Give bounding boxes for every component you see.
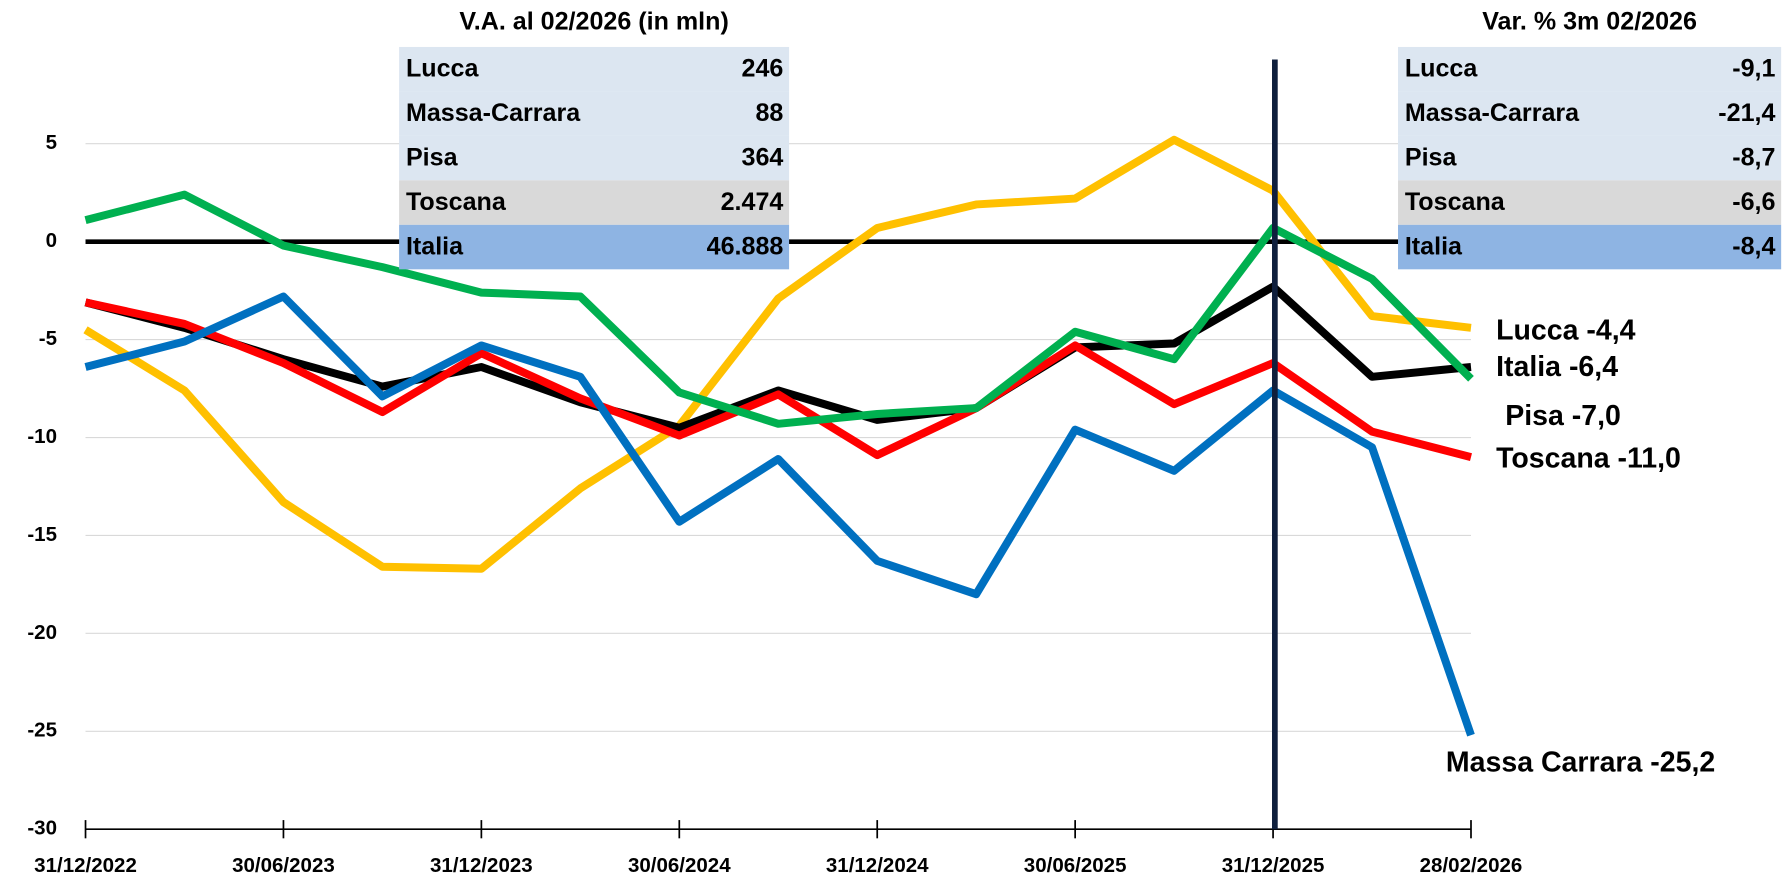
x-tick-label: 30/06/2025 <box>1024 854 1127 877</box>
table-row <box>399 135 790 181</box>
row-value: -6,6 <box>1732 188 1775 216</box>
row-value: 246 <box>742 54 784 82</box>
x-tick-label: 31/12/2025 <box>1222 854 1325 877</box>
table-title: Var. % 3m 02/2026 <box>1482 8 1697 36</box>
row-value: -9,1 <box>1732 54 1775 82</box>
x-tick-label: 30/06/2024 <box>628 854 731 877</box>
x-tick-label: 30/06/2023 <box>232 854 335 877</box>
y-tick-label: -20 <box>27 621 57 644</box>
x-tick-label: 28/02/2026 <box>1420 854 1523 877</box>
table-row <box>399 224 790 270</box>
x-tick-label: 31/12/2024 <box>826 854 929 877</box>
row-name: Toscana <box>406 188 507 216</box>
row-name: Pisa <box>406 143 459 171</box>
end-label: Massa Carrara -25,2 <box>1446 747 1715 779</box>
row-name: Lucca <box>1405 54 1479 82</box>
end-label: Pisa -7,0 <box>1505 400 1621 432</box>
row-name: Toscana <box>1405 188 1506 216</box>
x-tick-label: 31/12/2023 <box>430 854 533 877</box>
row-name: Massa-Carrara <box>406 99 581 127</box>
end-label: Toscana -11,0 <box>1496 442 1681 474</box>
x-tick-label: 31/12/2022 <box>34 854 137 877</box>
row-name: Italia <box>1405 232 1463 260</box>
series-line <box>83 135 1472 573</box>
table-row <box>1398 180 1782 225</box>
y-tick-label: -10 <box>27 425 57 448</box>
row-value: 88 <box>755 99 783 127</box>
row-value: -21,4 <box>1718 99 1775 127</box>
y-tick-label: -15 <box>27 523 57 546</box>
row-value: -8,7 <box>1732 143 1775 171</box>
row-name: Italia <box>406 232 464 260</box>
y-tick-label: 0 <box>46 229 57 252</box>
y-tick-label: -5 <box>39 327 57 350</box>
y-tick-label: -30 <box>27 817 57 840</box>
row-value: 2.474 <box>721 188 784 216</box>
row-name: Massa-Carrara <box>1405 99 1580 127</box>
series-line <box>84 190 1474 428</box>
row-value: 46.888 <box>707 232 784 260</box>
row-name: Lucca <box>406 54 480 82</box>
series-line <box>84 292 1475 737</box>
end-label: Italia -6,4 <box>1496 351 1618 383</box>
end-label: Lucca -4,4 <box>1496 315 1636 347</box>
table-row <box>399 91 790 136</box>
table-row <box>1398 224 1782 270</box>
row-name: Pisa <box>1405 143 1458 171</box>
table-row <box>399 180 790 225</box>
table-row <box>399 46 790 92</box>
table-row <box>1398 91 1782 136</box>
series-line <box>84 298 1472 461</box>
row-value: -8,4 <box>1732 232 1775 260</box>
y-tick-label: -25 <box>27 719 57 742</box>
table-title: V.A. al 02/2026 (in mln) <box>459 8 728 36</box>
table-row <box>1398 46 1782 92</box>
row-value: 364 <box>742 143 784 171</box>
table-row <box>1398 135 1782 181</box>
y-tick-label: 5 <box>46 131 57 154</box>
